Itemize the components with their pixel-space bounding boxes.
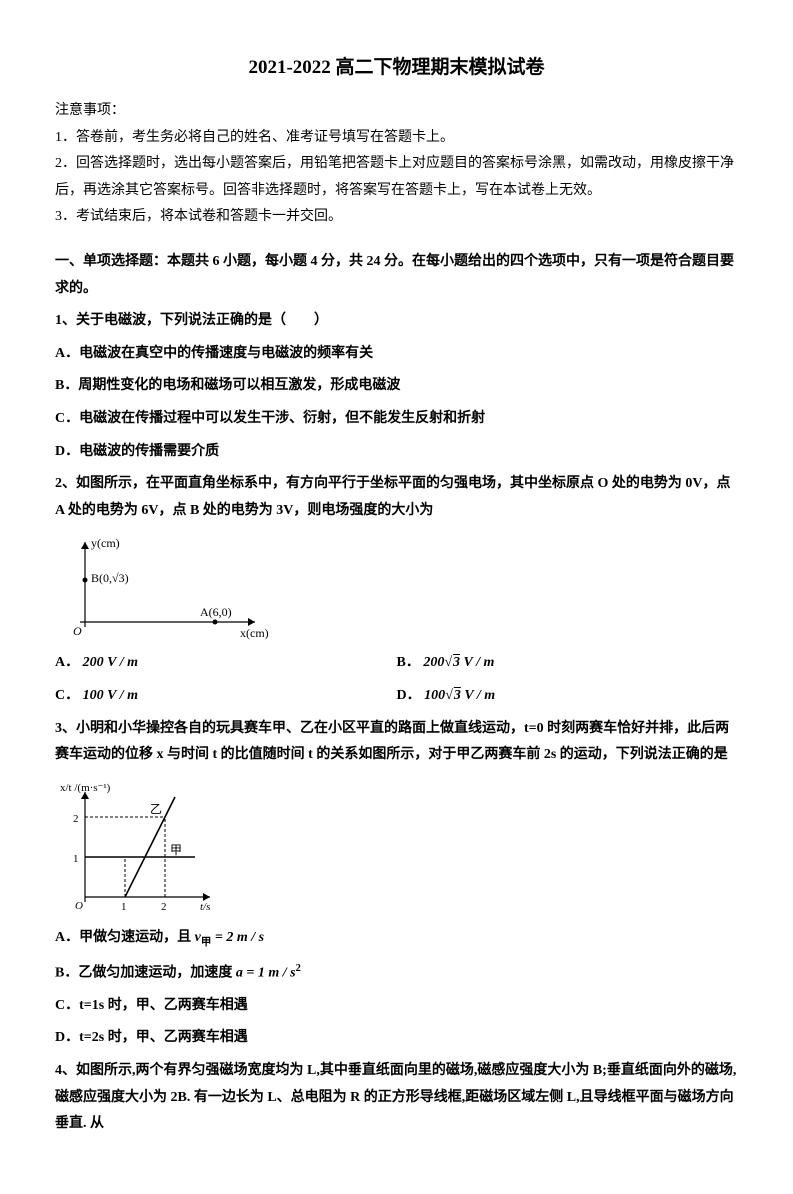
q2C-unit: V / m: [107, 688, 138, 703]
q2-optA: A． 200 V / m: [55, 650, 397, 677]
q2-svg: y(cm) x(cm) O B(0,√3) A(6,0): [55, 532, 275, 642]
q3A-unit: m / s: [237, 930, 264, 945]
q2-options-row1: A． 200 V / m B． 200√3 V / m: [55, 650, 738, 677]
instructions-block: 注意事项： 1．答卷前，考生务必将自己的姓名、准考证号填写在答题卡上。 2．回答…: [55, 98, 738, 231]
q2-optC: C． 100 V / m: [55, 683, 397, 710]
q2-optB: B． 200√3 V / m: [397, 650, 739, 677]
q1-stem: 1、关于电磁波，下列说法正确的是（ ）: [55, 308, 738, 335]
q3-ylabel: x/t /(m·s⁻¹): [60, 782, 111, 794]
q4-stem: 4、如图所示,两个有界匀强磁场宽度均为 L,其中垂直纸面向里的磁场,磁感应强度大…: [55, 1058, 738, 1138]
q2-options-row2: C． 100 V / m D． 100√3 V / m: [55, 683, 738, 710]
q3-xlabel: t/s: [200, 901, 210, 913]
q2B-rad: 3: [452, 655, 460, 670]
q3B-unit: m / s: [268, 965, 295, 980]
q3-stem: 3、小明和小华操控各自的玩具赛车甲、乙在小区平直的路面上做直线运动，t=0 时刻…: [55, 716, 738, 769]
q2-stem: 2、如图所示，在平面直角坐标系中，有方向平行于坐标平面的匀强电场，其中坐标原点 …: [55, 471, 738, 524]
q2D-pre: D．: [397, 688, 421, 703]
svg-text:2: 2: [73, 813, 79, 825]
q3A-pre: A．甲做匀速运动，且: [55, 930, 191, 945]
q3B-sup: 2: [296, 963, 301, 974]
q2A-val: 200: [83, 655, 104, 670]
instructions-head: 注意事项：: [55, 98, 738, 125]
q3-optA: A．甲做匀速运动，且 v甲 = 2 m / s: [55, 925, 738, 953]
q3-svg: x/t /(m·s⁻¹) t/s O 1 2 1 2 甲 乙: [55, 777, 225, 917]
q3-origin: O: [75, 900, 83, 912]
q3A-eq: = 2: [215, 930, 233, 945]
q2-Blabel: B(0,√3): [91, 571, 129, 585]
q2D-unit: V / m: [464, 688, 495, 703]
q2B-pre: B．: [397, 655, 420, 670]
q3-optC: C．t=1s 时，甲、乙两赛车相遇: [55, 993, 738, 1020]
q1-optD: D．电磁波的传播需要介质: [55, 439, 738, 466]
q2C-val: 100: [83, 688, 104, 703]
q3A-sub: 甲: [201, 937, 212, 948]
q3-optD: D．t=2s 时，甲、乙两赛车相遇: [55, 1025, 738, 1052]
svg-text:1: 1: [73, 853, 79, 865]
q1-optC: C．电磁波在传播过程中可以发生干涉、衍射，但不能发生反射和折射: [55, 406, 738, 433]
q2-ylabel: y(cm): [91, 536, 120, 550]
q2-optD: D． 100√3 V / m: [397, 683, 739, 710]
instruction-1: 1．答卷前，考生务必将自己的姓名、准考证号填写在答题卡上。: [55, 125, 738, 152]
q3-figure: x/t /(m·s⁻¹) t/s O 1 2 1 2 甲 乙: [55, 777, 738, 917]
exam-title: 2021-2022 高二下物理期末模拟试卷: [55, 50, 738, 86]
q3-yi-label: 乙: [150, 802, 162, 816]
q3-jia-label: 甲: [170, 843, 182, 857]
q2-Alabel: A(6,0): [200, 605, 232, 619]
q3B-eq: = 1: [246, 965, 264, 980]
q2C-pre: C．: [55, 688, 79, 703]
svg-text:1: 1: [121, 901, 127, 913]
q2D-val: 100: [424, 688, 445, 703]
q2A-unit: V / m: [107, 655, 138, 670]
q3B-var: a: [236, 965, 243, 980]
instruction-2: 2．回答选择题时，选出每小题答案后，用铅笔把答题卡上对应题目的答案标号涂黑，如需…: [55, 151, 738, 204]
q2-figure: y(cm) x(cm) O B(0,√3) A(6,0): [55, 532, 738, 642]
q2-origin: O: [73, 624, 82, 638]
q2-xlabel: x(cm): [240, 626, 269, 640]
q2D-rad: 3: [453, 688, 461, 703]
q3B-pre: B．乙做匀加速运动，加速度: [55, 965, 232, 980]
q2A-pre: A．: [55, 655, 79, 670]
q3-optB: B．乙做匀加速运动，加速度 a = 1 m / s2: [55, 959, 738, 987]
q2B-unit: V / m: [464, 655, 495, 670]
q1-optB: B．周期性变化的电场和磁场可以相互激发，形成电磁波: [55, 373, 738, 400]
q1-optA: A．电磁波在真空中的传播速度与电磁波的频率有关: [55, 341, 738, 368]
svg-text:2: 2: [161, 901, 167, 913]
q2B-val: 200: [423, 655, 444, 670]
instruction-3: 3．考试结束后，将本试卷和答题卡一并交回。: [55, 204, 738, 231]
section-1-head: 一、单项选择题：本题共 6 小题，每小题 4 分，共 24 分。在每小题给出的四…: [55, 249, 738, 302]
